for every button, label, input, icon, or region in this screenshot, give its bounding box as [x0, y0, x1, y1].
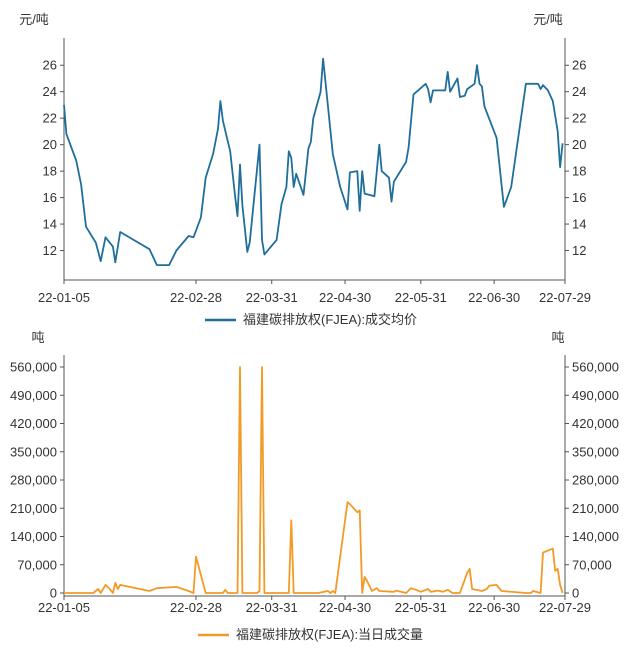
volume-left-y-tick-label: 490,000: [10, 388, 57, 403]
price-right-y-tick-label: 16: [572, 190, 586, 205]
price-left-y-tick-label: 20: [43, 137, 57, 152]
price-right-y-tick-label: 24: [572, 84, 586, 99]
price-right-y-tick-label: 22: [572, 111, 586, 126]
volume-right-y-tick-label: 420,000: [572, 416, 619, 431]
price-legend-label: 福建碳排放权(FJEA):成交均价: [243, 312, 417, 327]
volume-left-y-tick-label: 140,000: [10, 529, 57, 544]
volume-x-tick-label: 22-01-05: [38, 600, 90, 615]
volume-right-y-tick-label: 560,000: [572, 360, 619, 375]
volume-right-y-tick-label: 140,000: [572, 529, 619, 544]
price-right-y-tick-label: 20: [572, 137, 586, 152]
price-left-y-tick-label: 22: [43, 111, 57, 126]
price-left-y-tick-label: 16: [43, 190, 57, 205]
volume-legend-label: 福建碳排放权(FJEA):当日成交量: [236, 627, 423, 642]
price-x-tick-label: 22-06-30: [468, 290, 520, 305]
volume-left-y-tick-label: 420,000: [10, 416, 57, 431]
price-x-tick-label: 22-02-28: [170, 290, 222, 305]
price-left-y-tick-label: 26: [43, 58, 57, 73]
volume-right-y-tick-label: 210,000: [572, 501, 619, 516]
volume-left-y-tick-label: 280,000: [10, 473, 57, 488]
price-right-y-tick-label: 18: [572, 164, 586, 179]
volume-right-y-tick-label: 490,000: [572, 388, 619, 403]
volume-right-y-tick-label: 0: [572, 586, 579, 601]
volume-x-tick-label: 22-03-31: [246, 600, 298, 615]
volume-left-y-tick-label: 70,000: [17, 557, 57, 572]
volume-right-y-tick-label: 280,000: [572, 473, 619, 488]
volume-x-tick-label: 22-07-29: [539, 600, 591, 615]
volume-x-tick-label: 22-06-30: [468, 600, 520, 615]
price-left-y-tick-label: 24: [43, 84, 57, 99]
volume-right-unit-label: 吨: [551, 330, 564, 345]
price-right-y-tick-label: 14: [572, 217, 586, 232]
price-left-unit-label: 元/吨: [19, 12, 49, 27]
price-right-y-tick-label: 12: [572, 243, 586, 258]
volume-x-tick-label: 22-04-30: [319, 600, 371, 615]
price-x-tick-label: 22-05-31: [395, 290, 447, 305]
volume-left-y-tick-label: 210,000: [10, 501, 57, 516]
volume-series-line: [64, 366, 564, 594]
price-left-y-tick-label: 18: [43, 164, 57, 179]
volume-left-unit-label: 吨: [31, 330, 44, 345]
price-right-y-tick-label: 26: [572, 58, 586, 73]
price-left-y-tick-label: 14: [43, 217, 57, 232]
volume-left-y-tick-label: 350,000: [10, 444, 57, 459]
volume-right-y-tick-label: 70,000: [572, 557, 612, 572]
price-series-line: [63, 57, 564, 267]
price-right-unit-label: 元/吨: [533, 12, 563, 27]
volume-right-y-tick-label: 350,000: [572, 444, 619, 459]
volume-x-tick-label: 22-05-31: [395, 600, 447, 615]
price-x-tick-label: 22-07-29: [539, 290, 591, 305]
volume-left-y-tick-label: 0: [50, 586, 57, 601]
price-x-tick-label: 22-03-31: [246, 290, 298, 305]
volume-left-y-tick-label: 560,000: [10, 360, 57, 375]
price-x-tick-label: 22-01-05: [38, 290, 90, 305]
volume-x-tick-label: 22-02-28: [170, 600, 222, 615]
price-left-y-tick-label: 12: [43, 243, 57, 258]
price-x-tick-label: 22-04-30: [319, 290, 371, 305]
